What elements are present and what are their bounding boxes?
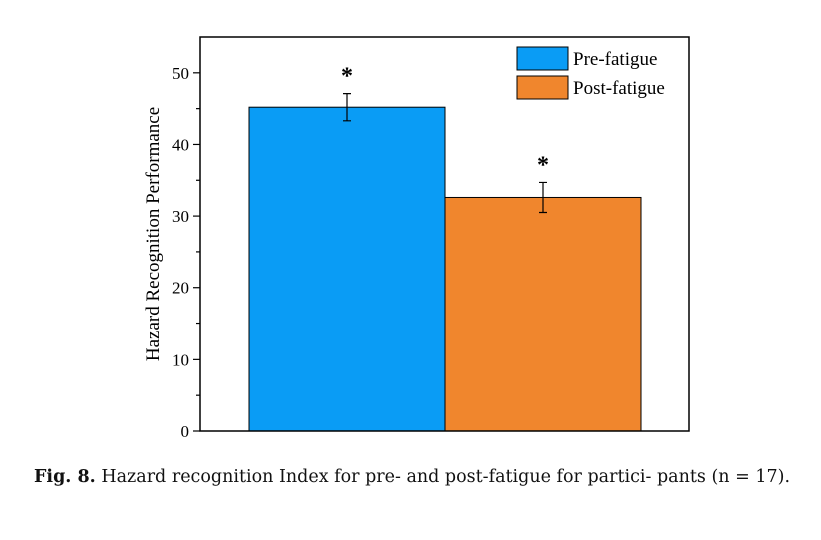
significance-markers: * * — [341, 64, 549, 179]
error-bars — [343, 92, 547, 214]
figure-caption: Fig. 8. Hazard recognition Index for pre… — [34, 462, 804, 492]
legend-swatch-pre-fatigue — [516, 46, 569, 71]
legend-label-pre-fatigue: Pre-fatigue — [573, 49, 657, 70]
y-tick-label-30: 30 — [172, 207, 189, 226]
y-axis: 0 10 20 30 40 50 Hazard Recognition Perf… — [143, 64, 200, 441]
significance-asterisk-post: * — [537, 152, 549, 178]
y-tick-labels: 0 10 20 30 40 50 — [172, 64, 189, 441]
bar-pre-fatigue — [248, 106, 446, 432]
error-bar-post-fatigue — [539, 181, 547, 214]
legend-swatch-post-fatigue — [516, 75, 569, 100]
y-axis-label: Hazard Recognition Performance — [143, 107, 164, 361]
legend-label-post-fatigue: Post-fatigue — [573, 78, 665, 99]
bar-chart: * * 0 10 20 30 40 50 Hazard Recognition … — [143, 36, 690, 441]
y-tick-label-40: 40 — [172, 135, 189, 154]
significance-asterisk-pre: * — [341, 64, 353, 90]
bar-post-fatigue — [444, 196, 642, 432]
plot-frame — [199, 36, 690, 432]
legend: Pre-fatigue Post-fatigue — [516, 46, 665, 100]
caption-text: Hazard recognition Index for pre- and po… — [101, 467, 791, 487]
y-tick-label-10: 10 — [172, 350, 189, 369]
bars-group — [248, 106, 642, 432]
y-ticks — [193, 72, 200, 432]
y-tick-label-50: 50 — [172, 64, 189, 83]
y-tick-label-20: 20 — [172, 279, 189, 298]
caption-label: Fig. 8. — [34, 467, 96, 487]
error-bar-pre-fatigue — [343, 92, 351, 122]
y-tick-label-0: 0 — [181, 422, 190, 441]
